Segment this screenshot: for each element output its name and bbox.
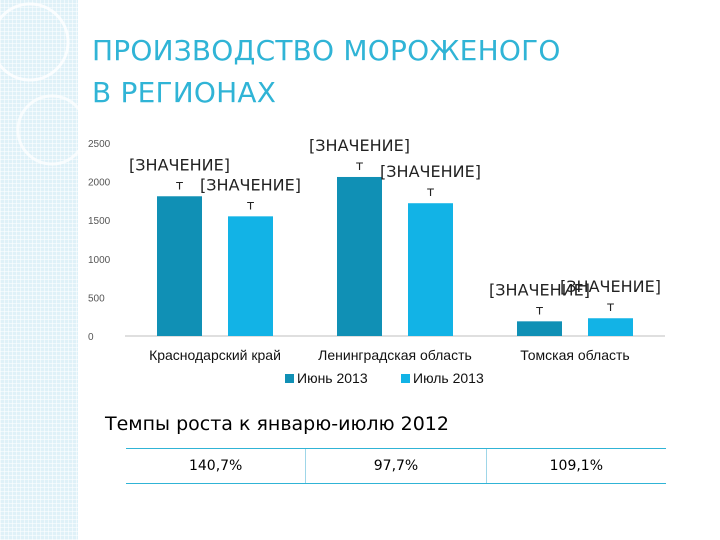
growth-cell-leningrad: 97,7% bbox=[305, 449, 485, 483]
y-tick-label: 0 bbox=[88, 332, 94, 343]
data-label-unit: т bbox=[247, 198, 255, 213]
y-tick-label: 2500 bbox=[88, 139, 111, 150]
slide-title: ПРОИЗВОДСТВО МОРОЖЕНОГО В РЕГИОНАХ bbox=[92, 30, 692, 114]
legend-swatch bbox=[285, 374, 294, 383]
bar bbox=[228, 216, 273, 336]
legend-swatch bbox=[401, 374, 410, 383]
y-tick-label: 500 bbox=[88, 293, 105, 304]
title-line-2: В РЕГИОНАХ bbox=[92, 76, 277, 109]
bar bbox=[517, 321, 562, 336]
decorative-circles bbox=[0, 2, 78, 166]
growth-cell-krasnodar: 140,7% bbox=[188, 458, 243, 474]
title-line-1: ПРОИЗВОДСТВО МОРОЖЕНОГО bbox=[92, 34, 561, 67]
growth-cell-tomsk: 109,1% bbox=[485, 449, 666, 483]
category-label: Краснодарский край bbox=[149, 347, 281, 363]
data-label: [ЗНАЧЕНИЕ] bbox=[200, 175, 301, 194]
y-tick-label: 1000 bbox=[88, 255, 111, 266]
data-label-unit: т bbox=[536, 303, 544, 318]
data-label: [ЗНАЧЕНИЕ] bbox=[560, 277, 661, 296]
data-label-unit: т bbox=[607, 300, 615, 315]
bar bbox=[588, 318, 633, 336]
legend-label: Июнь 2013 bbox=[297, 370, 368, 386]
data-label-unit: т bbox=[176, 178, 184, 193]
data-label: [ЗНАЧЕНИЕ] bbox=[380, 162, 481, 181]
bar-chart: 0 500 1000 1500 2000 2500 [ЗНАЧЕНИЕ] т [ЗНАЧЕНИЕ… bbox=[88, 136, 665, 386]
legend-label: Июль 2013 bbox=[413, 370, 484, 386]
bar bbox=[157, 196, 202, 336]
data-label: [ЗНАЧЕНИЕ] bbox=[489, 280, 590, 299]
growth-subtitle: Темпы роста к январю-июлю 2012 bbox=[105, 413, 449, 435]
data-label-unit: т bbox=[356, 159, 364, 174]
y-tick-label: 2000 bbox=[88, 178, 111, 189]
bar bbox=[408, 203, 453, 336]
category-label: Томская область bbox=[520, 347, 629, 363]
sidebar-decoration bbox=[0, 0, 78, 540]
data-label-unit: т bbox=[427, 185, 435, 200]
y-tick-label: 1500 bbox=[88, 216, 111, 227]
growth-table: 140,7% 97,7% 109,1% bbox=[126, 448, 666, 484]
bar bbox=[337, 176, 382, 336]
data-label: [ЗНАЧЕНИЕ] bbox=[129, 155, 230, 174]
category-label: Ленинградская область bbox=[318, 347, 472, 363]
data-label: [ЗНАЧЕНИЕ] bbox=[309, 136, 410, 155]
